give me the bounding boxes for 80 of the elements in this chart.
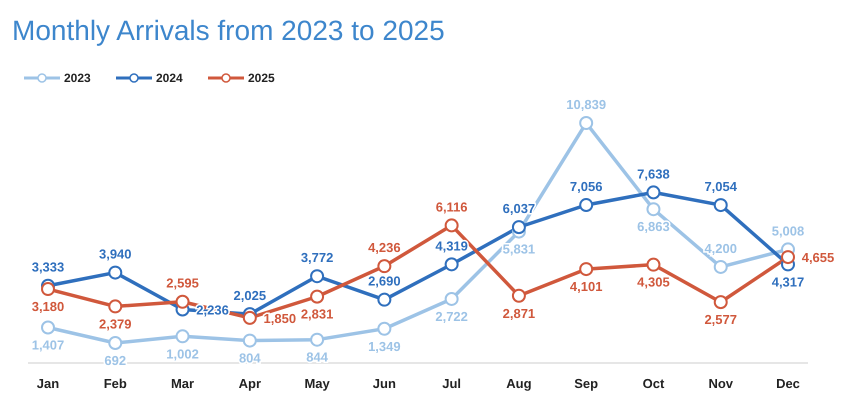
data-label: 4,317 [772, 274, 804, 290]
data-label: 5,008 [772, 223, 804, 238]
legend-label: 2025 [248, 71, 276, 85]
data-label: 804 [238, 350, 262, 366]
point [579, 262, 594, 276]
data-label: 2,379 [99, 316, 132, 332]
data-label: 1,850 [264, 310, 296, 326]
data-label: 2,577 [704, 312, 737, 328]
data-label: 6,037 [502, 201, 536, 216]
point [781, 250, 795, 264]
data-label: 3,180 [32, 299, 64, 314]
data-label: 2,690 [368, 274, 401, 289]
data-label: 1,349 [368, 338, 401, 354]
data-label: 10,839 [566, 97, 606, 112]
data-label: 2,722 [435, 308, 468, 324]
x-tick-label: Oct [642, 376, 665, 391]
point [579, 198, 594, 212]
data-label: 1,002 [166, 346, 199, 362]
point [242, 334, 257, 348]
data-label: 6,863 [637, 219, 670, 234]
data-label: 692 [104, 353, 126, 368]
point [714, 295, 728, 310]
point [377, 322, 392, 336]
data-label: 4,655 [802, 250, 834, 266]
data-label: 4,305 [637, 274, 670, 290]
data-label: 844 [306, 350, 329, 365]
point [377, 259, 392, 274]
chart-title: Monthly Arrivals from 2023 to 2025 [12, 15, 445, 46]
x-tick-label: Jun [372, 376, 396, 391]
point [444, 292, 459, 306]
point [41, 282, 55, 296]
x-tick-label: Dec [776, 376, 800, 391]
point [646, 258, 660, 272]
data-label: 2,871 [502, 306, 536, 321]
point [310, 290, 324, 304]
data-label: 7,054 [704, 179, 738, 194]
point [310, 332, 324, 347]
data-label: 3,940 [99, 246, 132, 262]
point [512, 220, 526, 234]
point [444, 257, 459, 272]
x-tick-label: Feb [104, 376, 127, 391]
x-tick-label: Nov [708, 376, 734, 391]
data-label: 4,101 [570, 279, 602, 294]
x-tick-label: Apr [238, 376, 262, 391]
data-label: 4,236 [368, 240, 401, 256]
x-tick-label: Mar [170, 376, 194, 391]
data-label: 2,025 [234, 288, 266, 304]
x-tick-label: Jan [36, 376, 60, 391]
data-label: 4,200 [704, 240, 737, 256]
point [41, 320, 55, 334]
point [512, 288, 526, 303]
x-tick-label: Sep [574, 376, 598, 391]
point [108, 266, 122, 280]
x-tick-label: Aug [506, 376, 532, 391]
point [714, 260, 728, 274]
point [310, 269, 324, 284]
point [242, 310, 257, 325]
data-label: 7,056 [570, 179, 602, 194]
x-tick-label: May [304, 376, 330, 391]
x-tick-label: Jul [442, 376, 462, 391]
point [108, 299, 122, 314]
point [176, 294, 190, 309]
data-label: 6,116 [436, 199, 468, 214]
point [176, 329, 190, 344]
point [108, 336, 122, 350]
point [646, 185, 660, 200]
point [377, 292, 392, 307]
point [646, 202, 660, 216]
legend-label: 2023 [64, 71, 92, 85]
data-label: 3,772 [300, 250, 334, 266]
data-label: 2,831 [300, 306, 334, 322]
data-label: 4,319 [435, 238, 468, 254]
point [714, 198, 728, 212]
data-label: 3,333 [32, 260, 64, 275]
data-label: 7,638 [637, 166, 670, 182]
point [444, 218, 459, 232]
legend-label: 2024 [156, 71, 184, 85]
data-label: 2,595 [166, 276, 199, 291]
point [579, 116, 594, 130]
data-label: 1,407 [32, 338, 64, 352]
